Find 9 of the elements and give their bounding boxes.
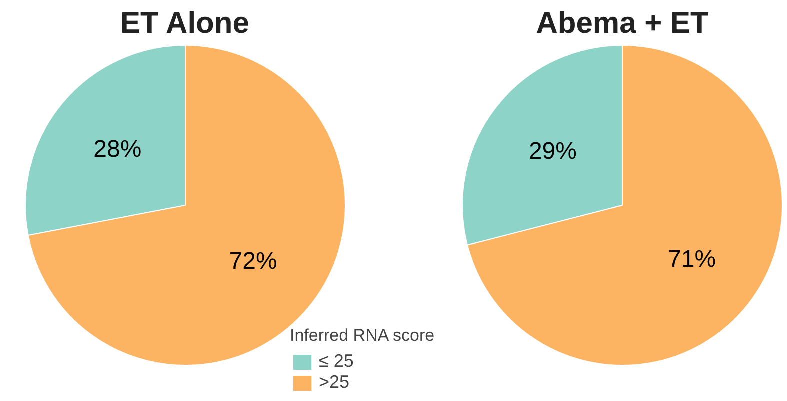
data-label: 28%: [94, 136, 142, 163]
legend-label: ≤ 25: [319, 351, 354, 372]
data-label: 71%: [668, 246, 716, 273]
chart-title: Abema + ET: [536, 7, 709, 40]
chart-title: ET Alone: [120, 7, 250, 40]
legend-label: >25: [319, 372, 350, 393]
legend-title: Inferred RNA score: [290, 326, 435, 346]
data-label: 72%: [229, 248, 278, 276]
data-label: 29%: [528, 138, 577, 166]
